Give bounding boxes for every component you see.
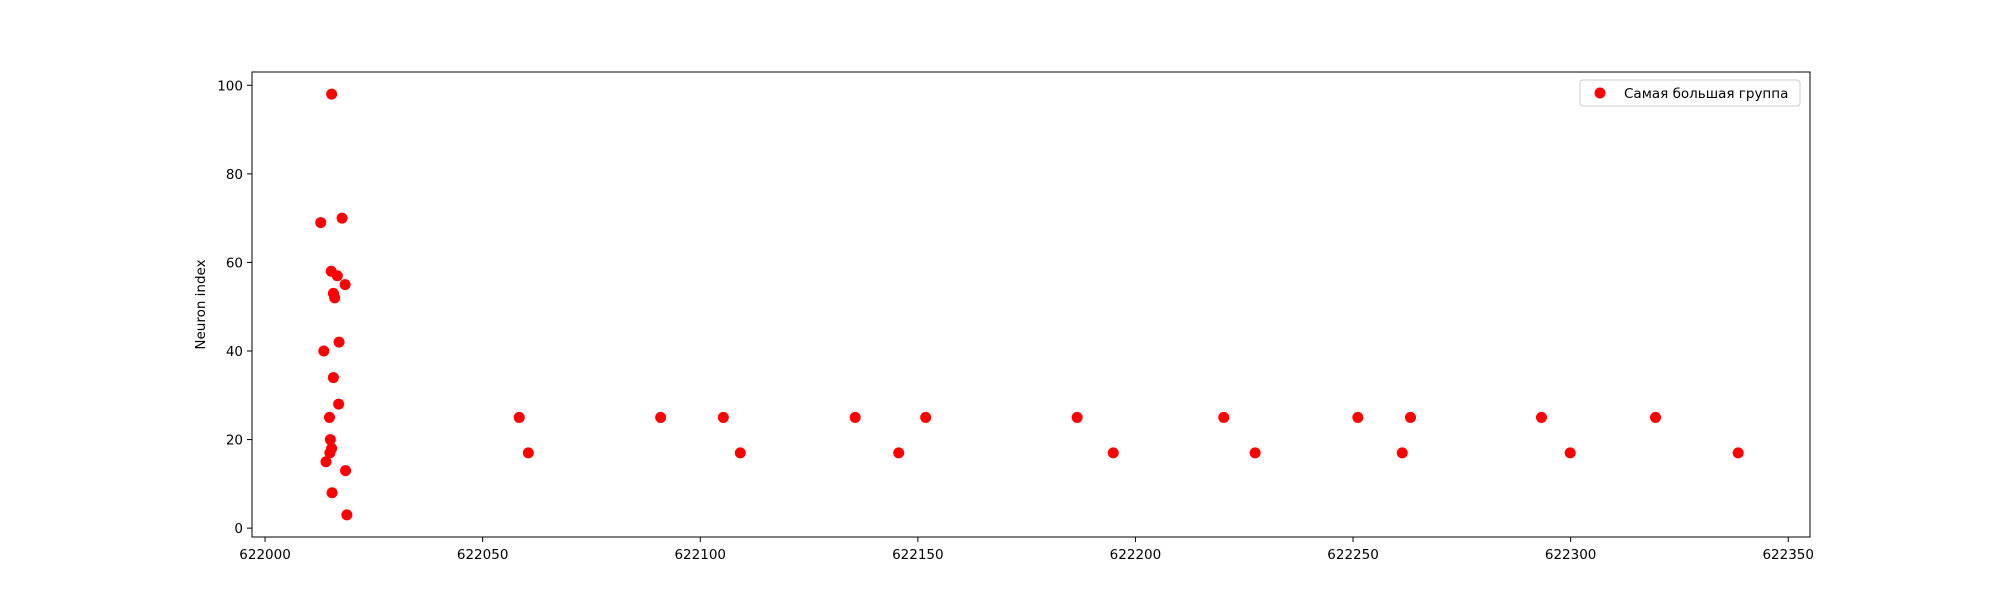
y-tick-label: 60 — [226, 255, 243, 271]
data-point — [324, 434, 336, 446]
data-point — [331, 270, 343, 282]
data-point — [1650, 411, 1662, 423]
y-tick-label: 100 — [217, 78, 243, 94]
data-point — [340, 465, 352, 477]
legend-marker — [1594, 87, 1606, 99]
y-tick-label: 0 — [234, 521, 243, 537]
data-point — [327, 372, 339, 384]
data-point — [734, 447, 746, 459]
legend-box — [1579, 79, 1801, 107]
data-point — [1404, 411, 1416, 423]
data-point — [318, 345, 330, 357]
x-tick-label: 622250 — [1327, 547, 1379, 563]
data-point — [655, 411, 667, 423]
data-point — [315, 217, 327, 229]
data-point — [513, 411, 525, 423]
data-point — [324, 447, 336, 459]
data-point — [1564, 447, 1576, 459]
data-point — [1107, 447, 1119, 459]
data-point — [336, 212, 348, 224]
legend-label: Самая большая группа — [1624, 86, 1788, 102]
x-tick-label: 622300 — [1545, 547, 1597, 563]
x-tick-label: 622100 — [674, 547, 726, 563]
y-tick-label: 40 — [226, 344, 243, 360]
x-tick-label: 622350 — [1762, 547, 1814, 563]
data-point — [326, 487, 338, 499]
x-tick-label: 622200 — [1110, 547, 1162, 563]
data-point — [1396, 447, 1408, 459]
data-point — [326, 88, 338, 100]
y-tick-label: 80 — [226, 167, 243, 183]
data-point — [893, 447, 905, 459]
data-point — [329, 292, 341, 304]
data-point — [1732, 447, 1744, 459]
data-point — [1535, 411, 1547, 423]
data-point — [1352, 411, 1364, 423]
y-axis-ticks: 0 20 40 60 80 100 — [217, 78, 252, 537]
x-axis-ticks: 622000 622050 622100 622150 622200 622250 6223… — [239, 537, 1814, 563]
data-point — [333, 336, 345, 348]
data-points — [315, 88, 1744, 521]
y-tick-label: 20 — [226, 433, 243, 449]
data-point — [1218, 411, 1230, 423]
data-point — [1249, 447, 1261, 459]
data-point — [320, 456, 332, 468]
data-point — [341, 509, 353, 521]
x-tick-label: 622150 — [892, 547, 944, 563]
data-point — [920, 411, 932, 423]
legend: Самая большая группа — [1579, 79, 1801, 107]
x-tick-label: 622000 — [239, 547, 291, 563]
data-point — [1071, 411, 1083, 423]
axes-frame — [251, 71, 1811, 538]
data-point — [323, 411, 335, 423]
data-point — [717, 411, 729, 423]
data-point — [522, 447, 534, 459]
data-point — [339, 279, 351, 291]
data-point — [849, 411, 861, 423]
x-tick-label: 622050 — [457, 547, 509, 563]
y-axis-label: Neuron index — [193, 259, 209, 349]
data-point — [333, 398, 345, 410]
